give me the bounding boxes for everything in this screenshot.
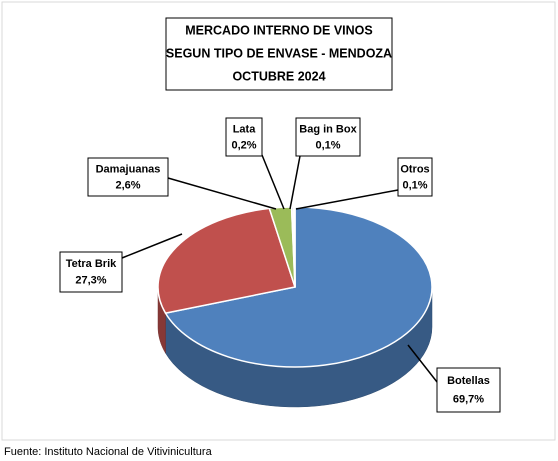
chart-title: SEGUN TIPO DE ENVASE - MENDOZA <box>166 46 392 60</box>
data-label: 27,3% <box>75 275 106 287</box>
label-box <box>295 117 361 157</box>
leader-line <box>289 155 301 210</box>
data-label-name: Botellas <box>447 375 490 387</box>
title-box <box>165 17 393 91</box>
data-label: 0,2% <box>231 139 256 151</box>
label-box <box>397 157 433 197</box>
label-box <box>87 157 169 197</box>
data-label-name: Damajuanas <box>96 163 161 175</box>
data-label: 69,7% <box>453 394 484 406</box>
data-label-name: Lata <box>233 123 257 135</box>
data-label-name: Tetra Brik <box>66 258 117 270</box>
leader-line <box>261 154 285 210</box>
source: Fuente: Instituto Nacional de Vitivinicu… <box>4 446 213 458</box>
chart-title: MERCADO INTERNO DE VINOS <box>185 23 373 37</box>
label-box <box>225 117 263 157</box>
data-label-name: Otros <box>400 163 429 175</box>
data-label: 0,1% <box>402 179 427 191</box>
slice <box>164 206 433 368</box>
leader-line <box>167 177 277 210</box>
slice <box>293 206 296 288</box>
slice <box>157 207 296 314</box>
label-box <box>59 251 123 293</box>
chart-title: OCTUBRE 2024 <box>232 69 325 83</box>
leader-line <box>121 233 183 259</box>
leader-line <box>407 344 438 383</box>
data-label: 0,1% <box>315 139 340 151</box>
label-box <box>436 367 501 413</box>
data-label: 2,6% <box>115 179 140 191</box>
data-label-name: Bag in Box <box>299 123 357 135</box>
leader-line <box>295 189 399 210</box>
